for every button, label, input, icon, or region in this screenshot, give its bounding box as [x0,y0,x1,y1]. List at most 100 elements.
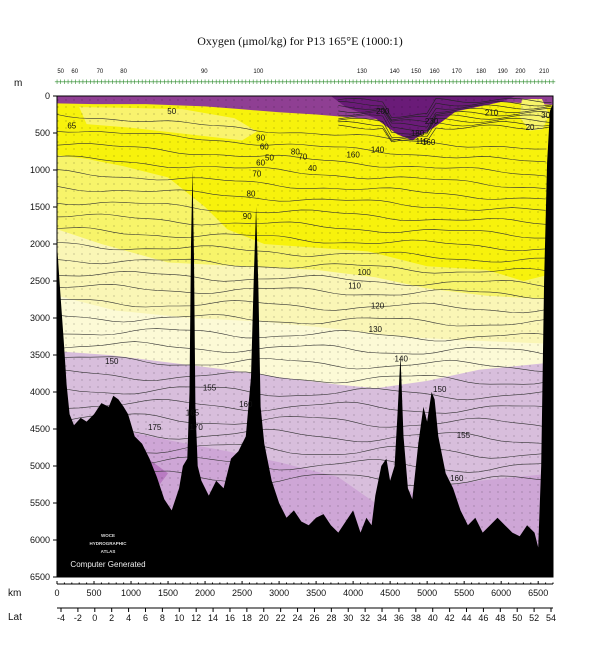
station-marker: + [95,78,101,86]
station-marker: + [309,78,315,86]
distance-tick-label: 1000 [121,588,141,598]
depth-tick-label: 5000 [30,461,50,471]
station-marker: + [543,78,549,86]
contour-label: 200 [376,107,390,116]
station-marker: + [176,78,182,86]
distance-tick-label: 5500 [454,588,474,598]
latitude-tick-label: 4 [126,613,131,623]
station-marker: + [102,78,108,86]
station-marker: + [69,78,75,86]
contour-line [57,314,546,327]
latitude-tick-label: 10 [174,613,184,623]
contour-label: 70 [252,170,261,179]
contour-label: 140 [395,355,409,364]
contour-line [57,328,546,342]
station-marker: + [313,78,319,86]
contour-line [338,101,552,121]
station-marker: + [250,78,256,86]
station-marker: + [446,78,452,86]
depth-tick-label: 4000 [30,387,50,397]
contour-line [57,413,546,428]
station-marker: + [280,78,286,86]
contour-label: 155 [457,431,471,440]
latitude-tick-label: 32 [360,613,370,623]
contour-label: 90 [256,133,265,142]
station-marker: + [335,78,341,86]
station-marker: + [354,78,360,86]
contour-line [338,114,552,135]
station-marker: + [435,78,441,86]
latitude-tick-label: -2 [74,613,82,623]
station-marker: + [254,78,260,86]
contour-line [338,117,552,138]
station-marker: + [110,78,116,86]
station-marker: + [372,78,378,86]
station-label: 50 [57,69,64,75]
station-label: 200 [515,69,526,75]
contour-label: 155 [203,384,217,393]
latitude-tick-label: 48 [495,613,505,623]
latitude-tick-label: -4 [57,613,65,623]
station-marker: + [343,78,349,86]
watermark-line-2: HYDROGRAPHIC [89,541,127,546]
contour-line [57,298,546,314]
contour-line [57,369,546,385]
contour-line [57,114,546,150]
station-marker: + [402,78,408,86]
station-marker: + [387,78,393,86]
distance-tick-label: 6500 [528,588,548,598]
contour-line [57,398,546,414]
depth-tick-label: 2000 [30,239,50,249]
station-marker: + [406,78,412,86]
distance-tick-label: 3500 [306,588,326,598]
contour-label: 65 [67,122,76,131]
station-marker: + [376,78,382,86]
station-marker: + [184,78,190,86]
station-label: 90 [201,69,208,75]
depth-unit-label: m [14,78,22,89]
station-marker: + [550,78,556,86]
station-marker: + [169,78,175,86]
station-marker: + [124,78,130,86]
station-marker: + [487,78,493,86]
station-marker: + [417,78,423,86]
latitude-tick-label: 50 [512,613,522,623]
station-marker: + [439,78,445,86]
station-marker: + [369,78,375,86]
contour-label: 60 [260,142,269,151]
latitude-tick-label: 54 [546,613,556,623]
contour-label: 150 [105,357,119,366]
contour-label: 40 [308,164,317,173]
station-label: 100 [253,69,264,75]
station-marker: + [206,78,212,86]
plot-area: 5065906050607080704080902001401601801151… [57,96,553,577]
station-marker: + [132,78,138,86]
contour-line [57,143,546,177]
station-label: 180 [476,69,487,75]
depth-tick-label: 4500 [30,424,50,434]
station-marker: + [165,78,171,86]
contour-line [57,201,546,225]
station-marker: + [228,78,234,86]
station-marker: + [306,78,312,86]
station-label: 60 [71,69,78,75]
station-marker: + [269,78,275,86]
station-label: 70 [97,69,104,75]
station-marker: + [191,78,197,86]
station-marker: + [217,78,223,86]
station-marker: + [539,78,545,86]
distance-tick-label: 1500 [158,588,178,598]
contour-line [57,258,546,274]
latitude-tick-label: 36 [394,613,404,623]
depth-tick-label: 1000 [30,165,50,175]
station-marker: + [421,78,427,86]
station-marker: + [450,78,456,86]
station-label: 190 [498,69,509,75]
latitude-tick-label: 26 [309,613,319,623]
station-marker: + [458,78,464,86]
station-marker: + [150,78,156,86]
station-marker: + [224,78,230,86]
depth-tick-label: 500 [35,128,50,138]
contour-label: 80 [247,190,256,199]
